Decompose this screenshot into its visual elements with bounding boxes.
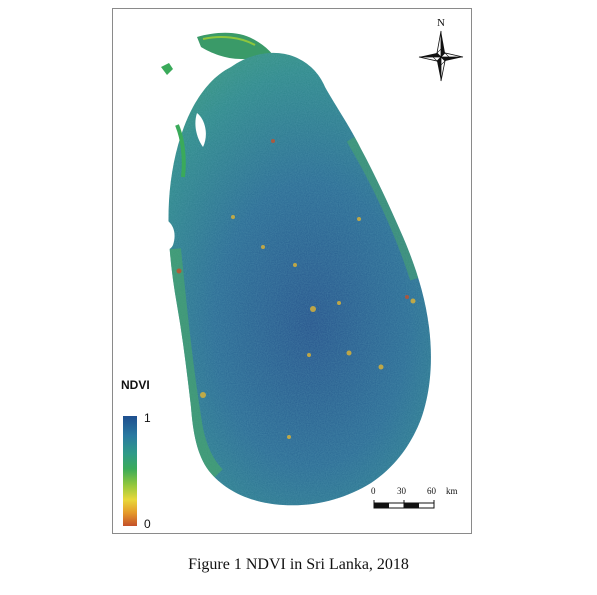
map-frame: N NDVI 1 0 0 30 60 km [112,8,472,534]
legend-max-label: 1 [144,411,151,425]
northern-islet [161,63,173,75]
peninsula-coast [202,36,256,46]
figure-caption: Figure 1 NDVI in Sri Lanka, 2018 [188,556,409,573]
north-arrow: N [418,17,464,83]
scale-label-0: 0 [371,486,376,496]
legend-min-label: 0 [144,517,151,531]
scale-unit: km [446,486,458,496]
ndvi-map [161,32,431,506]
scale-label-60: 60 [427,486,436,496]
compass-icon [418,30,464,82]
lagoon-northwest [195,113,206,147]
kalpitiya-spit [175,124,186,178]
scale-bar-graphic [373,500,435,509]
scale-bar: 0 30 60 km [368,486,468,516]
north-label: N [437,17,445,29]
legend-color-ramp [123,416,137,526]
legend-title: NDVI [121,378,150,392]
lagoon-west [163,219,175,250]
scale-label-30: 30 [397,486,406,496]
